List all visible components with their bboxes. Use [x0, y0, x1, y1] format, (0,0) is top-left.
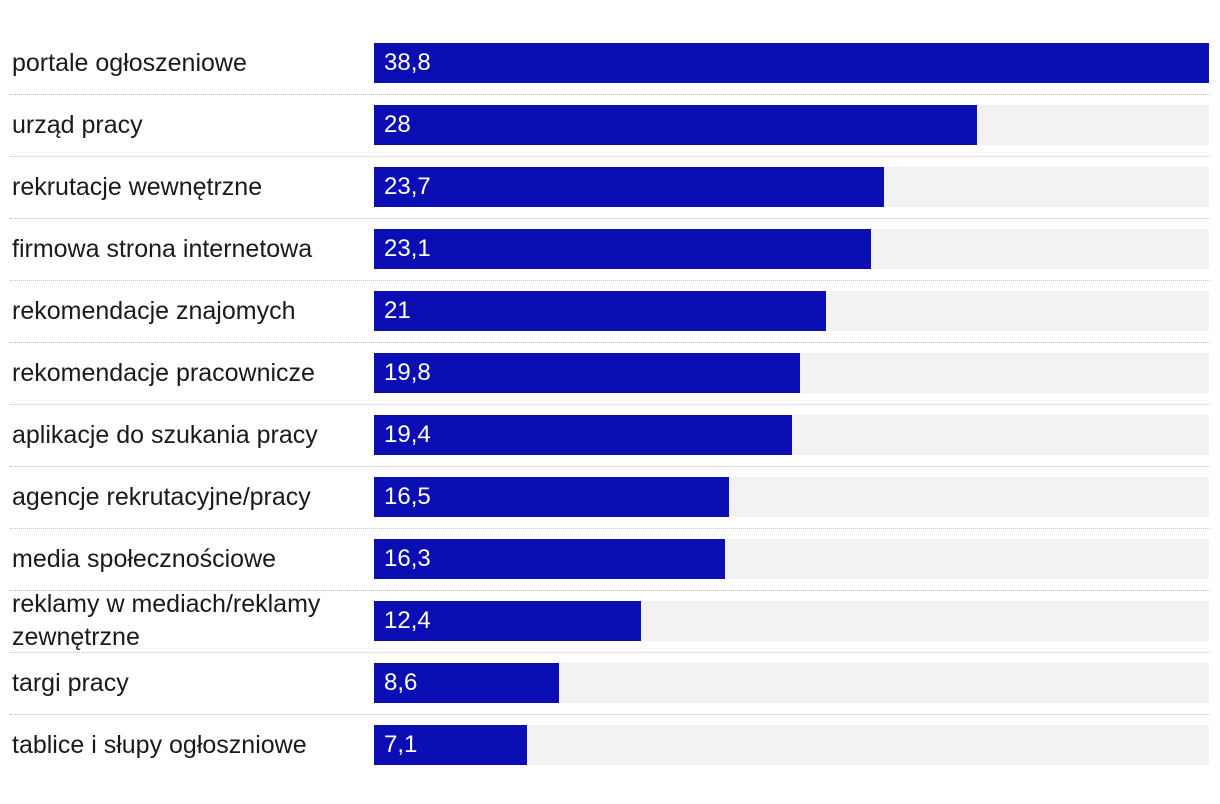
row-divider	[10, 590, 1210, 591]
chart-row: agencje rekrutacyjne/pracy 16,5	[0, 477, 1210, 517]
bar-value-label: 23,7	[384, 173, 431, 200]
bar-track: 19,4	[374, 415, 1209, 455]
category-label: media społecznościowe	[12, 544, 277, 573]
row-divider	[10, 280, 1210, 281]
category-label: tablice i słupy ogłoszniowe	[12, 730, 307, 759]
category-label: rekrutacje wewnętrzne	[12, 172, 263, 201]
bar-track: 12,4	[374, 601, 1209, 641]
bar-track: 19,8	[374, 353, 1209, 393]
bar: 12,4	[374, 601, 641, 641]
bar: 21	[374, 291, 826, 331]
bar-track: 21	[374, 291, 1209, 331]
row-divider	[10, 342, 1210, 343]
category-label: firmowa strona internetowa	[12, 234, 313, 263]
chart-row: rekrutacje wewnętrzne 23,7	[0, 167, 1210, 207]
row-divider	[10, 528, 1210, 529]
bar-value-label: 19,8	[384, 359, 431, 386]
bar-value-label: 16,5	[384, 483, 431, 510]
row-divider	[10, 652, 1210, 653]
row-divider	[10, 714, 1210, 715]
bar-track: 8,6	[374, 663, 1209, 703]
bar-value-label: 12,4	[384, 607, 431, 634]
bar-track: 38,8	[374, 43, 1209, 83]
bar-track: 16,5	[374, 477, 1209, 517]
bar: 28	[374, 105, 977, 145]
row-divider	[10, 156, 1210, 157]
chart-row: firmowa strona internetowa 23,1	[0, 229, 1210, 269]
row-divider	[10, 404, 1210, 405]
chart-row: aplikacje do szukania pracy 19,4	[0, 415, 1210, 455]
category-label: aplikacje do szukania pracy	[12, 420, 318, 449]
chart-row: urząd pracy 28	[0, 105, 1210, 145]
bar-track: 23,1	[374, 229, 1209, 269]
bar-value-label: 7,1	[384, 731, 418, 758]
bar-value-label: 23,1	[384, 235, 431, 262]
category-label: reklamy w mediach/reklamy zewnętrzne	[12, 590, 321, 651]
bar-value-label: 19,4	[384, 421, 431, 448]
bar: 19,8	[374, 353, 800, 393]
bar-value-label: 28	[384, 111, 411, 138]
row-divider	[10, 218, 1210, 219]
bar: 16,3	[374, 539, 725, 579]
bar-value-label: 16,3	[384, 545, 431, 572]
chart-row: media społecznościowe 16,3	[0, 539, 1210, 579]
chart-row: reklamy w mediach/reklamy zewnętrzne 12,4	[0, 590, 1210, 651]
chart-row: rekomendacje znajomych 21	[0, 291, 1210, 331]
category-label: targi pracy	[12, 668, 129, 697]
chart-row: rekomendacje pracownicze 19,8	[0, 353, 1210, 393]
bar-track: 7,1	[374, 725, 1209, 765]
category-label: urząd pracy	[12, 110, 143, 139]
bar-value-label: 21	[384, 297, 411, 324]
category-label: rekomendacje pracownicze	[12, 358, 315, 387]
bar-value-label: 38,8	[384, 49, 431, 76]
bar-track: 23,7	[374, 167, 1209, 207]
bar: 23,7	[374, 167, 884, 207]
row-divider	[10, 94, 1210, 95]
bar: 38,8	[374, 43, 1209, 83]
bar: 8,6	[374, 663, 559, 703]
bar-track: 28	[374, 105, 1209, 145]
chart-row: portale ogłoszeniowe 38,8	[0, 43, 1210, 83]
row-divider	[10, 466, 1210, 467]
category-label: agencje rekrutacyjne/pracy	[12, 482, 311, 511]
category-label: portale ogłoszeniowe	[12, 48, 247, 77]
bar-track: 16,3	[374, 539, 1209, 579]
chart-row: targi pracy 8,6	[0, 663, 1210, 703]
chart-row: tablice i słupy ogłoszniowe 7,1	[0, 725, 1210, 765]
bar-value-label: 8,6	[384, 669, 418, 696]
bar: 7,1	[374, 725, 527, 765]
bar: 23,1	[374, 229, 871, 269]
bar: 19,4	[374, 415, 792, 455]
category-label: rekomendacje znajomych	[12, 296, 296, 325]
bar: 16,5	[374, 477, 729, 517]
